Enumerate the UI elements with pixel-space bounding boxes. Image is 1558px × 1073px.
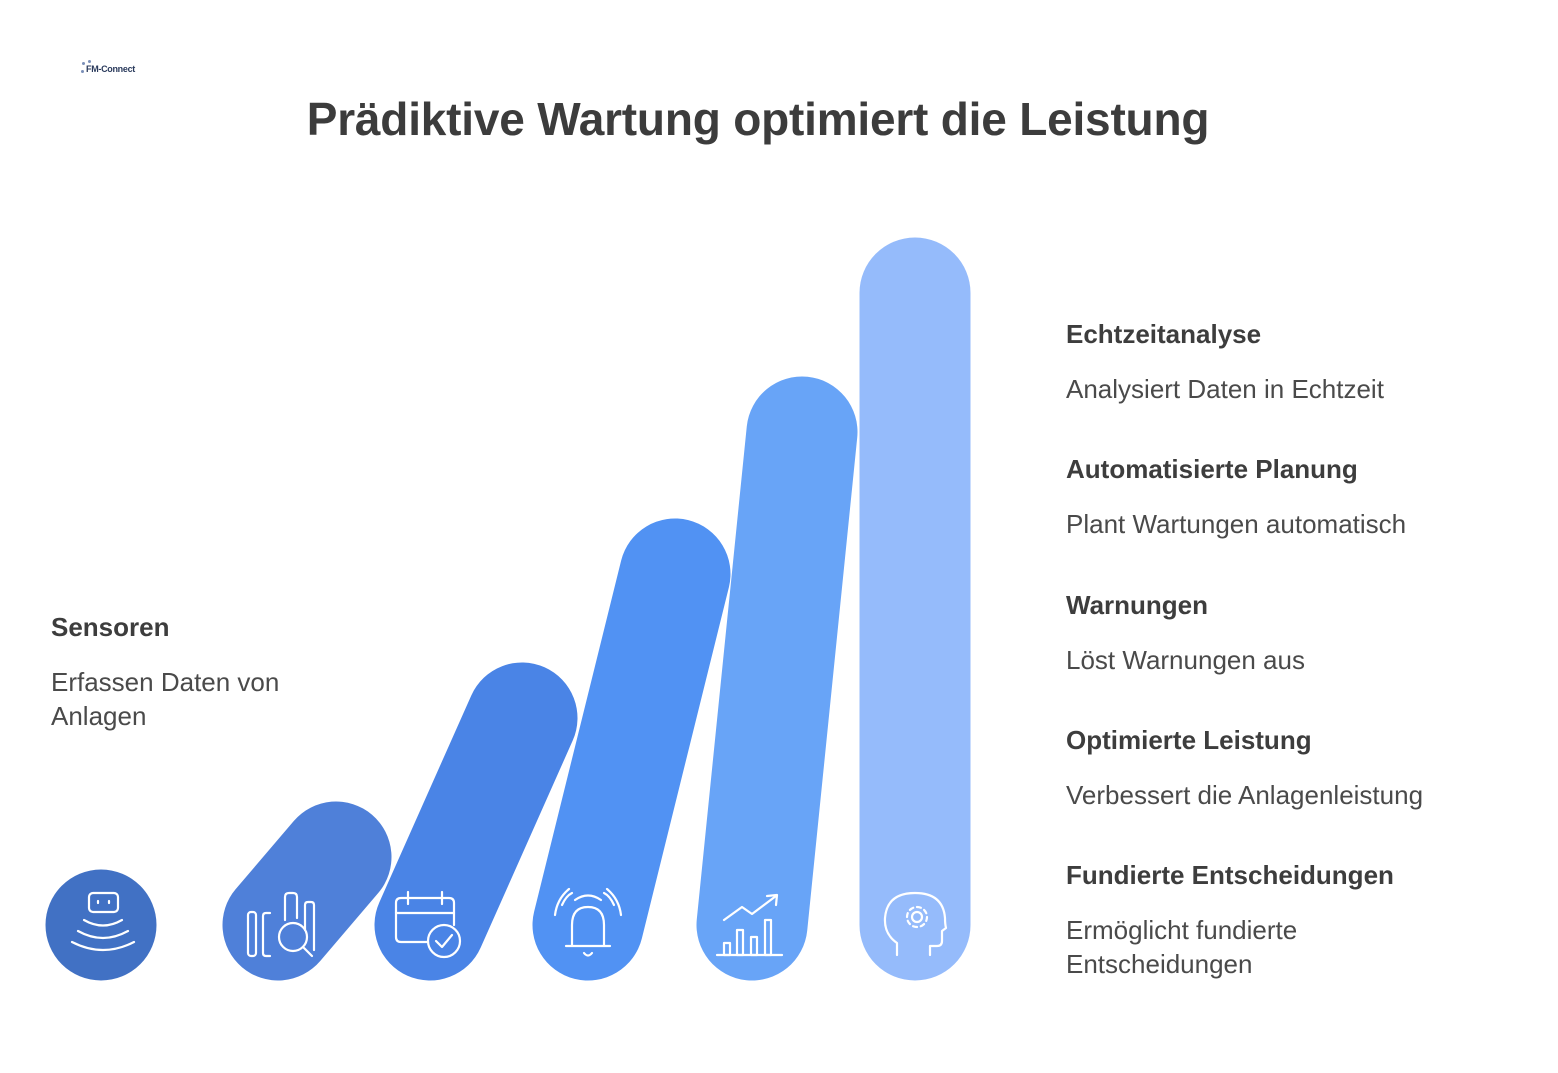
stage-block-4: Warnungen Löst Warnungen aus (1066, 590, 1526, 677)
stage-label-6: Fundierte Entscheidungen (1066, 860, 1394, 890)
stage-bar-5 (696, 376, 858, 981)
stage-block-2: Echtzeitanalyse Analysiert Daten in Echt… (1066, 319, 1526, 406)
stage-description-4: Löst Warnungen aus (1066, 645, 1305, 675)
stage-block-1: Sensoren Erfassen Daten von Anlagen (51, 612, 351, 733)
sensor-icon (70, 891, 136, 952)
growth-chart-icon (715, 893, 784, 957)
logo: FM-Connect (80, 60, 135, 84)
stage-description-1: Erfassen Daten von Anlagen (51, 667, 280, 731)
data-search-icon (246, 891, 316, 958)
page-title: Prädiktive Wartung optimiert die Leistun… (306, 93, 1210, 145)
stage-label-2: Echtzeitanalyse (1066, 319, 1262, 349)
stage-description-6: Ermöglicht fundierte Entscheidungen (1066, 915, 1298, 979)
stage-label-1: Sensoren (51, 612, 170, 642)
stage-description-5: Verbessert die Anlagenleistung (1066, 780, 1424, 810)
stage-description-2: Analysiert Daten in Echtzeit (1066, 374, 1384, 404)
stage-description-3: Plant Wartungen automatisch (1066, 509, 1407, 539)
stage-block-3: Automatisierte Planung Plant Wartungen a… (1066, 454, 1526, 541)
stage-block-6: Fundierte Entscheidungen Ermöglicht fund… (1066, 860, 1526, 981)
stage-label-4: Warnungen (1066, 590, 1209, 620)
stage-label-3: Automatisierte Planung (1066, 454, 1358, 484)
head-gear-icon (883, 891, 948, 957)
alarm-bell-icon (553, 887, 623, 957)
logo-text: FM-Connect (86, 64, 135, 74)
stage-block-5: Optimierte Leistung Verbessert die Anlag… (1066, 725, 1526, 812)
stage-label-5: Optimierte Leistung (1066, 725, 1312, 755)
stage-bar-2 (222, 801, 392, 981)
calendar-check-icon (394, 890, 462, 959)
stage-bar-3 (374, 662, 578, 981)
stage-bar-4 (532, 518, 731, 981)
